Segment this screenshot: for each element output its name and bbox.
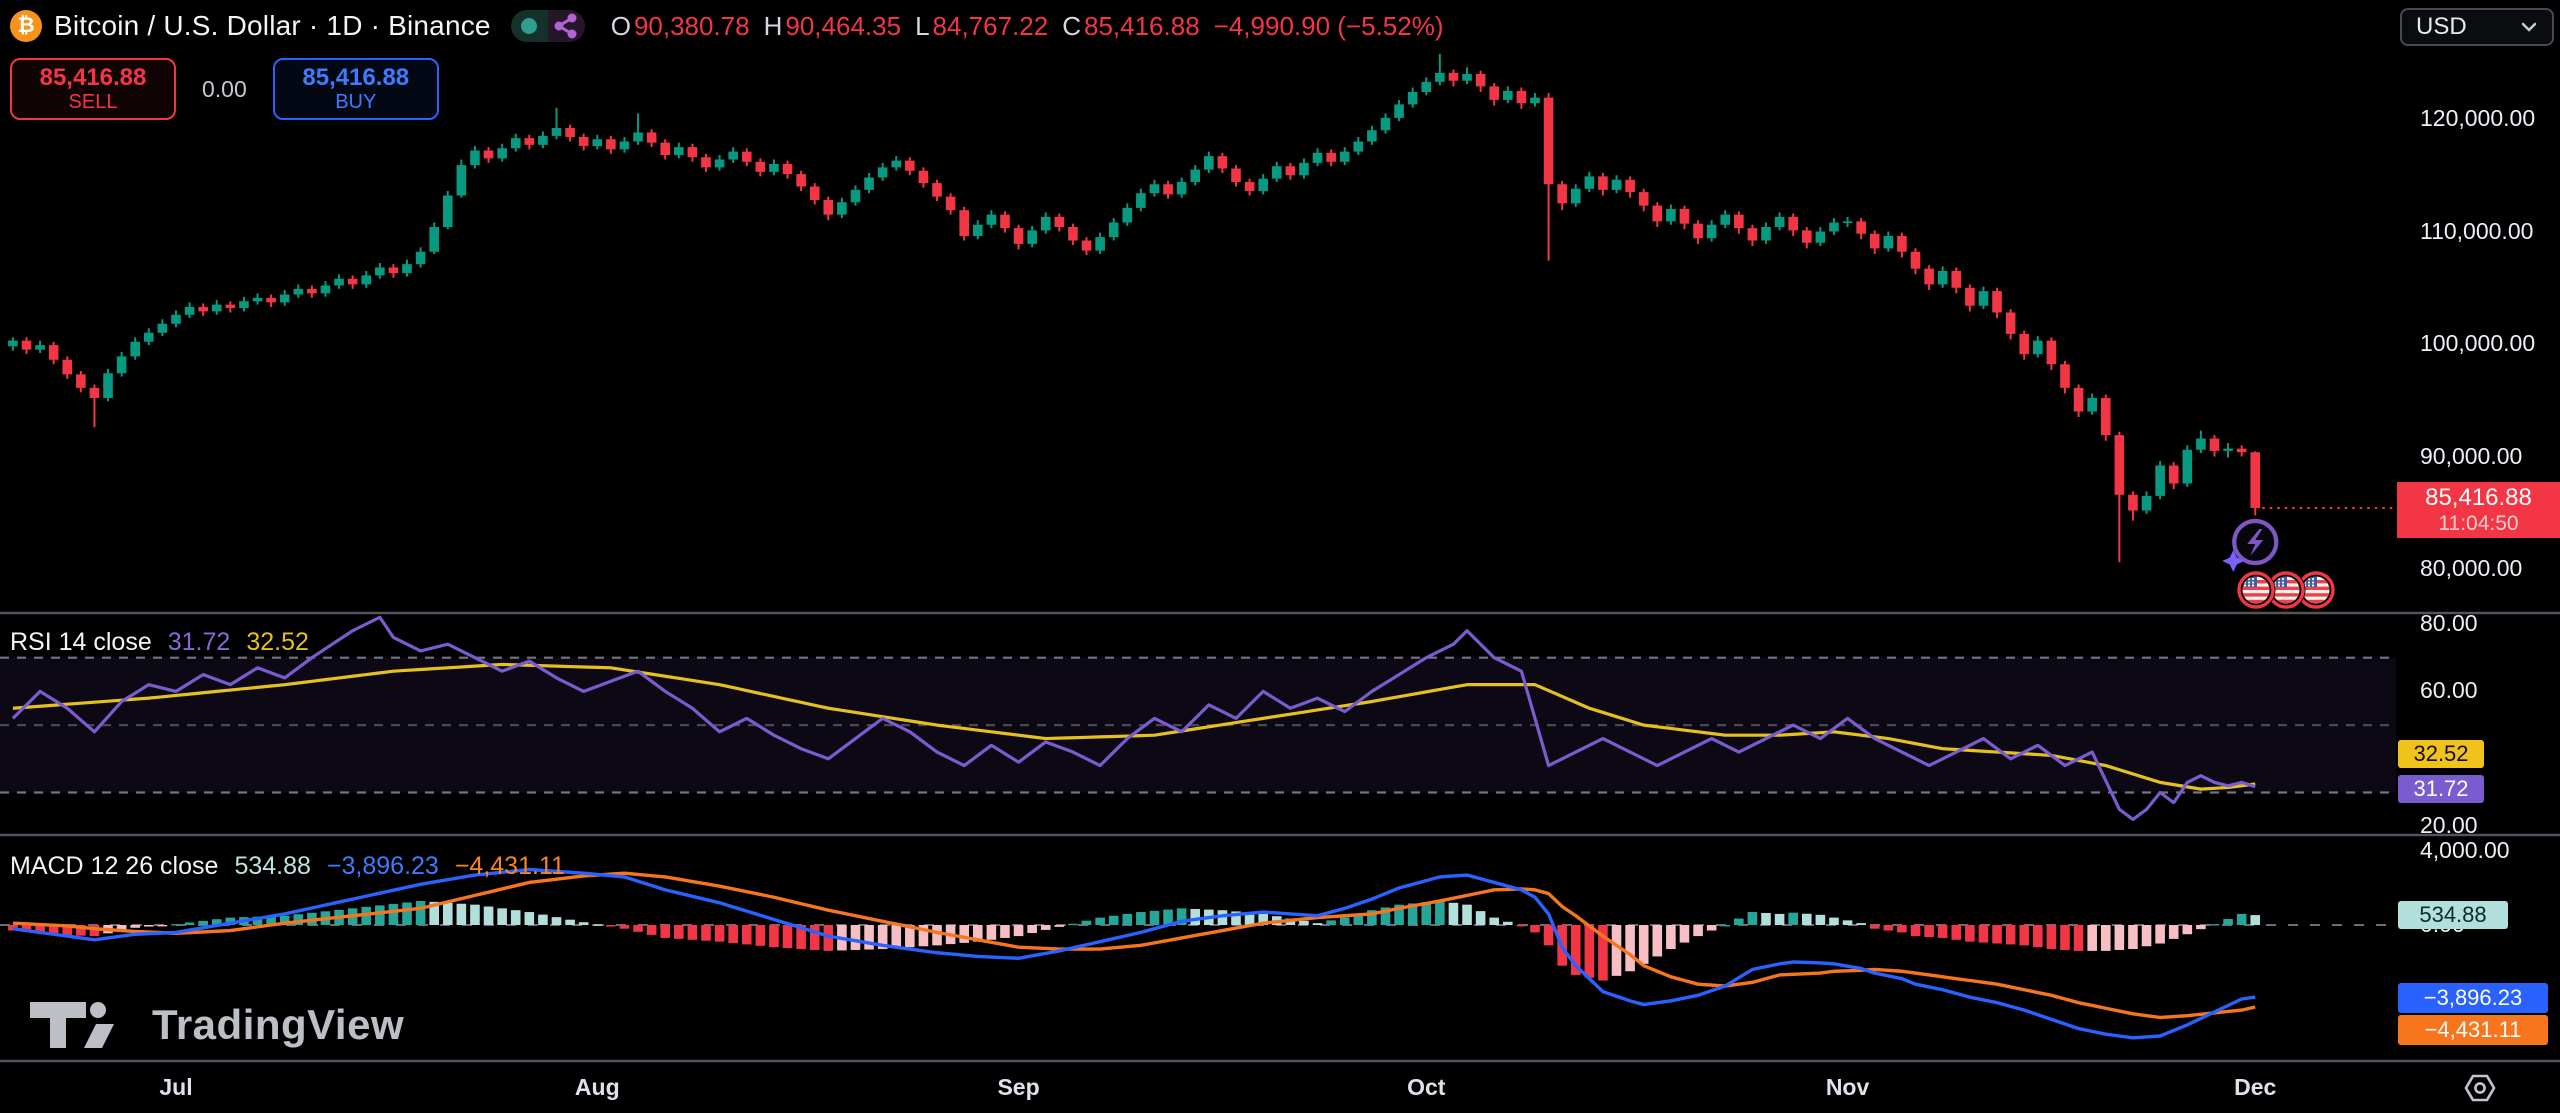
low-value: 84,767.22 — [932, 10, 1049, 41]
price-tick-label: 90,000.00 — [2420, 442, 2523, 469]
month-label-nov: Nov — [1825, 1074, 1870, 1100]
last-price-badge: 85,416.88 11:04:50 — [2397, 482, 2560, 538]
macd-hist-badge: 534.88 — [2398, 901, 2508, 929]
month-label-aug: Aug — [574, 1074, 620, 1100]
close-label: C — [1062, 10, 1081, 41]
high-label: H — [763, 10, 783, 41]
macd-line-value: −3,896.23 — [326, 852, 439, 880]
sell-button[interactable]: 85,416.88 SELL — [10, 58, 176, 120]
price-tick-label: 100,000.00 — [2420, 330, 2536, 356]
macd-hist-value: 534.88 — [234, 852, 311, 880]
sell-label: SELL — [68, 91, 118, 114]
price-tick-label: 110,000.00 — [2420, 217, 2534, 244]
us-flag-event-icon — [2266, 570, 2306, 610]
rsi-legend: RSI 14 close 31.72 32.52 — [10, 628, 309, 657]
macd-signal-value: −4,431.11 — [454, 852, 565, 880]
live-dot-icon[interactable] — [510, 10, 548, 42]
symbol-legend: ₿ Bitcoin / U.S. Dollar · 1D · Binance O… — [10, 8, 1444, 44]
change-value: −4,990.90 (−5.52%) — [1213, 10, 1444, 41]
timescale-settings-gear-icon[interactable] — [2460, 1068, 2500, 1113]
macd-tick-label: 4,000.00 — [2420, 837, 2510, 863]
rsi-value: 31.72 — [167, 628, 231, 656]
spread-value: 0.00 — [202, 75, 247, 102]
low-label: L — [915, 10, 930, 41]
macd-legend: MACD 12 26 close 534.88 −3,896.23 −4,431… — [10, 852, 565, 881]
buy-button[interactable]: 85,416.88 BUY — [272, 58, 439, 120]
us-flag-event-icon — [2296, 570, 2336, 610]
currency-label: USD — [2416, 13, 2467, 40]
trade-panel: 85,416.88 SELL 0.00 85,416.88 BUY — [10, 58, 439, 120]
boost-share-icon[interactable] — [547, 10, 585, 42]
buy-label: BUY — [335, 91, 377, 114]
open-value: 90,380.78 — [633, 10, 750, 41]
tradingview-logo-icon — [30, 1002, 114, 1048]
rsi-tick-label: 20.00 — [2420, 812, 2478, 839]
us-flag-event-icon — [2236, 570, 2276, 610]
watermark-text: TradingView — [152, 1001, 405, 1048]
high-value: 90,464.35 — [785, 10, 902, 41]
macd-line-badge: −3,896.23 — [2398, 983, 2548, 1013]
sell-price: 85,416.88 — [39, 63, 147, 91]
price-tick-label: 120,000.00 — [2420, 105, 2536, 131]
open-label: O — [610, 10, 631, 41]
buy-price: 85,416.88 — [302, 63, 410, 91]
price-tick-label: 80,000.00 — [2420, 555, 2523, 581]
month-label-sep: Sep — [997, 1074, 1040, 1100]
macd-signal-badge: −4,431.11 — [2398, 1015, 2548, 1045]
rsi-title[interactable]: RSI 14 close — [10, 628, 152, 656]
bar-countdown: 11:04:50 — [2438, 511, 2519, 535]
chevron-down-icon — [2521, 22, 2537, 32]
ohlc-readout: O 90,380.78 H 90,464.35 L 84,767.22 C 85,416… — [611, 11, 1444, 42]
currency-selector[interactable]: USD — [2400, 8, 2554, 46]
rsi-tick-label: 60.00 — [2420, 677, 2478, 704]
month-label-dec: Dec — [2234, 1074, 2277, 1100]
bitcoin-logo-icon: ₿ — [10, 10, 42, 42]
rsi-ma-value: 32.52 — [246, 628, 309, 656]
macd-title[interactable]: MACD 12 26 close — [10, 852, 219, 880]
lightning-icon — [2222, 518, 2279, 572]
rsi-ma-badge: 32.52 — [2398, 740, 2484, 768]
month-label-jul: Jul — [159, 1074, 193, 1100]
rsi-tick-label: 80.00 — [2420, 610, 2478, 636]
symbol-title[interactable]: Bitcoin / U.S. Dollar · 1D · Binance — [54, 10, 491, 41]
close-value: 85,416.88 — [1083, 10, 1200, 41]
last-price-value: 85,416.88 — [2425, 484, 2532, 512]
tradingview-watermark[interactable]: TradingView — [26, 998, 404, 1052]
legend-status-pill — [510, 10, 585, 42]
month-label-oct: Oct — [1407, 1074, 1446, 1100]
rsi-line-badge: 31.72 — [2398, 775, 2484, 803]
